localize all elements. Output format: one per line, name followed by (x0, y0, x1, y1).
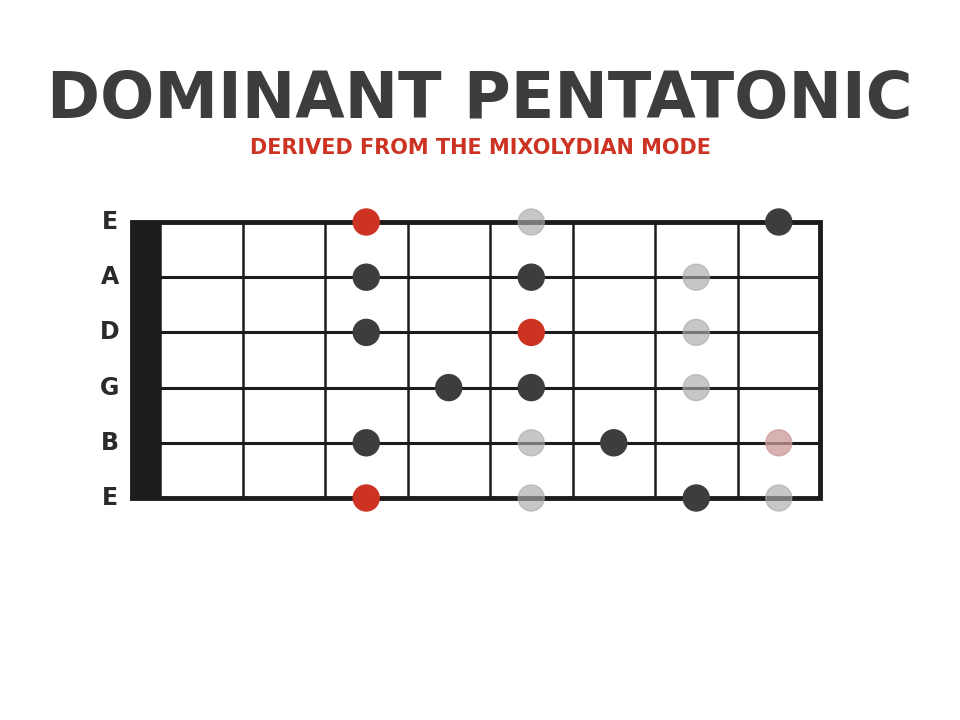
Circle shape (436, 374, 462, 400)
Circle shape (684, 485, 709, 511)
Bar (132, 222, 820, 498)
Bar (132, 222, 820, 498)
Circle shape (518, 209, 544, 235)
Circle shape (353, 485, 379, 511)
Bar (132, 222, 160, 498)
Text: A: A (101, 265, 119, 289)
Circle shape (518, 264, 544, 290)
Text: G: G (100, 376, 120, 400)
Circle shape (353, 430, 379, 456)
Text: D: D (100, 320, 120, 344)
Circle shape (766, 485, 792, 511)
Circle shape (684, 374, 709, 400)
Circle shape (353, 320, 379, 346)
Circle shape (766, 430, 792, 456)
Circle shape (518, 374, 544, 400)
Text: B: B (101, 431, 119, 455)
Circle shape (518, 430, 544, 456)
Circle shape (353, 209, 379, 235)
Circle shape (766, 209, 792, 235)
Circle shape (353, 264, 379, 290)
Circle shape (518, 320, 544, 346)
Text: DOMINANT PENTATONIC: DOMINANT PENTATONIC (47, 69, 913, 131)
Circle shape (684, 264, 709, 290)
Text: E: E (102, 210, 118, 234)
Circle shape (518, 485, 544, 511)
Circle shape (684, 320, 709, 346)
Circle shape (601, 430, 627, 456)
Text: E: E (102, 486, 118, 510)
Text: DERIVED FROM THE MIXOLYDIAN MODE: DERIVED FROM THE MIXOLYDIAN MODE (250, 138, 710, 158)
